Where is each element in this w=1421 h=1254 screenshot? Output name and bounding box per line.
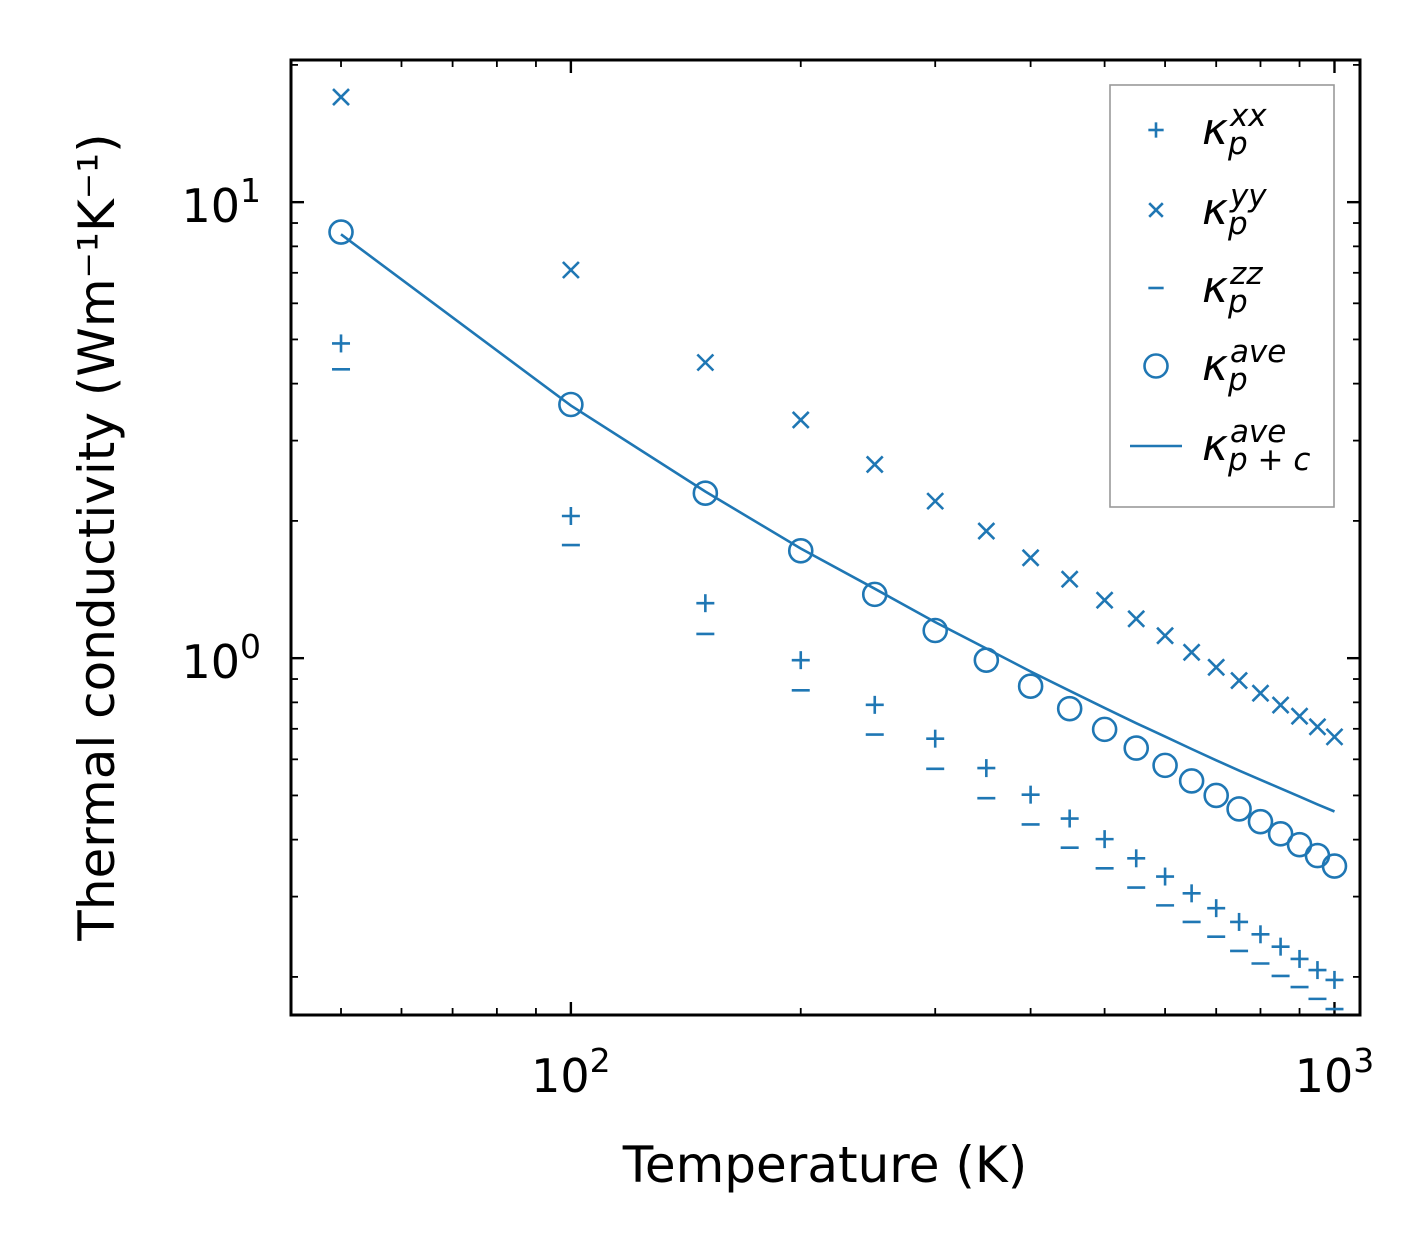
data-point-kappa_p_ave — [558, 391, 584, 418]
y-tick-label: 100 — [181, 627, 261, 689]
data-point-kappa_p_yy — [1251, 684, 1270, 703]
legend-marker — [1143, 353, 1169, 379]
data-point-kappa_p_xx — [1290, 949, 1309, 968]
data-point-kappa_p_ave — [1247, 808, 1274, 835]
data-point-kappa_p_yy — [1271, 696, 1290, 715]
x-tick-label: 103 — [1295, 1041, 1375, 1103]
data-point-kappa_p_ave — [1267, 820, 1294, 847]
legend-subscript: p — [1227, 362, 1248, 398]
data-point-kappa_p_xx — [1127, 849, 1146, 868]
legend-subscript: p — [1227, 126, 1248, 162]
data-point-kappa_p_yy — [332, 88, 350, 106]
legend-label: κzz — [1202, 256, 1263, 313]
y-tick-label: 101 — [181, 171, 261, 233]
series-line-kappa_p_plus_c_ave — [340, 233, 1336, 813]
tick-labels: 102 103 100 101 — [181, 171, 1374, 1103]
data-point-kappa_p_xx — [1308, 961, 1327, 980]
plot-area — [328, 88, 1348, 1011]
data-point-kappa_p_ave — [1123, 735, 1150, 761]
legend-box — [1109, 84, 1335, 508]
data-point-kappa_p_yy — [926, 492, 945, 511]
legend-subscript: p — [1227, 206, 1248, 242]
data-point-kappa_p_yy — [1290, 707, 1309, 726]
data-point-kappa_p_xx — [1182, 884, 1201, 903]
x-tick-label: 102 — [531, 1041, 611, 1103]
data-point-kappa_p_xx — [332, 334, 351, 353]
data-point-kappa_p_xx — [1251, 925, 1270, 944]
legend-marker — [1148, 122, 1164, 138]
data-point-kappa_p_ave — [1203, 782, 1229, 809]
data-point-kappa_p_ave — [1056, 695, 1083, 722]
data-point-kappa_p_yy — [1325, 727, 1344, 746]
data-point-kappa_p_yy — [1060, 570, 1079, 589]
data-point-kappa_p_xx — [1095, 830, 1114, 849]
data-point-kappa_p_ave — [1017, 673, 1044, 700]
data-point-kappa_p_yy — [1207, 658, 1226, 677]
legend-subscript: p + c — [1227, 442, 1310, 478]
data-point-kappa_p_xx — [1156, 867, 1175, 886]
data-point-kappa_p_ave — [1321, 853, 1348, 879]
legend-label: κave — [1202, 414, 1286, 471]
data-point-kappa_p_yy — [561, 261, 580, 279]
data-point-kappa_p_yy — [1230, 671, 1248, 690]
data-point-kappa_p_xx — [1325, 970, 1344, 989]
data-point-kappa_p_ave — [1304, 842, 1331, 869]
data-point-kappa_p_ave — [1152, 752, 1178, 779]
data-point-kappa_p_xx — [1060, 809, 1079, 828]
legend-label: κyy — [1202, 178, 1267, 235]
data-point-kappa_p_yy — [977, 522, 996, 540]
y-axis-label: Thermal conductivity (Wm⁻¹K⁻¹) — [68, 133, 126, 941]
data-point-kappa_p_yy — [865, 455, 884, 474]
data-point-kappa_p_xx — [1021, 785, 1040, 804]
data-point-kappa_p_yy — [1308, 717, 1327, 736]
data-point-kappa_p_xx — [791, 651, 810, 670]
data-point-kappa_p_ave — [692, 480, 719, 507]
data-point-kappa_p_ave — [1226, 796, 1252, 822]
data-point-kappa_p_xx — [696, 594, 715, 613]
x-axis-label: Temperature (K) — [622, 1136, 1027, 1194]
data-point-kappa_p_ave — [787, 537, 814, 564]
data-point-kappa_p_ave — [1178, 768, 1205, 794]
legend-marker — [1148, 202, 1164, 218]
data-point-kappa_p_yy — [1182, 643, 1201, 662]
data-point-kappa_p_xx — [561, 507, 580, 526]
data-point-kappa_p_yy — [696, 353, 715, 372]
data-point-kappa_p_xx — [977, 759, 996, 778]
data-point-kappa_p_ave — [328, 219, 354, 245]
data-point-kappa_p_xx — [1230, 912, 1249, 931]
data-point-kappa_p_xx — [865, 695, 884, 714]
legend-label: κave — [1202, 334, 1286, 391]
data-point-kappa_p_ave — [1091, 716, 1118, 743]
data-point-kappa_p_xx — [1207, 899, 1226, 918]
data-point-kappa_p_yy — [1127, 609, 1146, 628]
data-point-kappa_p_yy — [1095, 591, 1114, 610]
legend-subscript: p — [1227, 284, 1248, 320]
data-point-kappa_p_xx — [926, 729, 945, 748]
data-point-kappa_p_xx — [1271, 937, 1290, 956]
data-point-kappa_p_yy — [1021, 548, 1040, 567]
data-point-kappa_p_ave — [922, 617, 949, 644]
legend-label: κxx — [1202, 98, 1267, 155]
data-point-kappa_p_yy — [1156, 626, 1174, 645]
data-point-kappa_p_yy — [791, 411, 810, 429]
axes-frame — [289, 58, 1362, 1017]
